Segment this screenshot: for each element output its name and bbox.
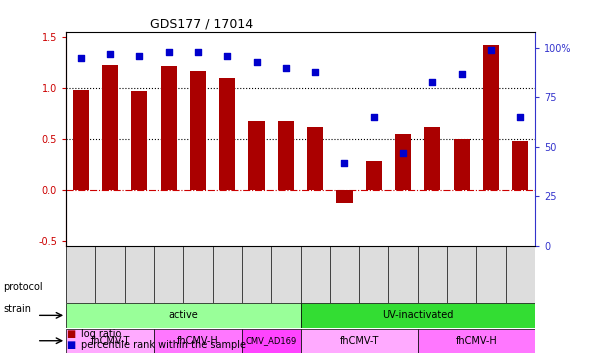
Bar bbox=[365, 161, 382, 190]
Bar bbox=[307, 127, 323, 190]
Point bbox=[340, 160, 349, 166]
Bar bbox=[190, 71, 206, 190]
FancyBboxPatch shape bbox=[154, 328, 242, 353]
Text: ■: ■ bbox=[66, 340, 75, 350]
Text: strain: strain bbox=[3, 304, 31, 314]
Point bbox=[369, 114, 379, 120]
Text: percentile rank within the sample: percentile rank within the sample bbox=[81, 340, 246, 350]
Text: fhCMV-T: fhCMV-T bbox=[90, 336, 130, 346]
Bar bbox=[424, 127, 441, 190]
Point bbox=[135, 53, 144, 59]
Point bbox=[252, 59, 261, 65]
Point bbox=[427, 79, 437, 85]
Point bbox=[281, 65, 291, 71]
Bar bbox=[337, 190, 353, 203]
Point bbox=[164, 49, 174, 55]
Point bbox=[486, 47, 496, 53]
Point bbox=[516, 114, 525, 120]
Bar bbox=[483, 45, 499, 190]
Bar bbox=[102, 65, 118, 190]
Bar bbox=[160, 66, 177, 190]
Text: fhCMV-H: fhCMV-H bbox=[456, 336, 497, 346]
Text: CMV_AD169: CMV_AD169 bbox=[246, 336, 297, 345]
Bar bbox=[248, 121, 264, 190]
Bar bbox=[131, 91, 147, 190]
Bar bbox=[73, 90, 89, 190]
FancyBboxPatch shape bbox=[300, 328, 418, 353]
Point bbox=[105, 51, 115, 57]
Text: active: active bbox=[168, 310, 198, 320]
Bar bbox=[395, 134, 411, 190]
Point bbox=[398, 150, 408, 156]
Text: ■: ■ bbox=[66, 329, 75, 339]
Point bbox=[222, 53, 232, 59]
Point bbox=[76, 55, 85, 61]
FancyBboxPatch shape bbox=[242, 328, 300, 353]
Point bbox=[310, 69, 320, 75]
Text: GDS177 / 17014: GDS177 / 17014 bbox=[150, 18, 254, 31]
Bar bbox=[219, 78, 236, 190]
FancyBboxPatch shape bbox=[300, 303, 535, 327]
Text: log ratio: log ratio bbox=[81, 329, 121, 339]
Bar bbox=[512, 141, 528, 190]
Point bbox=[193, 49, 203, 55]
Text: protocol: protocol bbox=[3, 282, 43, 292]
Bar bbox=[278, 121, 294, 190]
Bar bbox=[454, 139, 470, 190]
Text: fhCMV-T: fhCMV-T bbox=[340, 336, 379, 346]
FancyBboxPatch shape bbox=[66, 328, 154, 353]
Text: UV-inactivated: UV-inactivated bbox=[382, 310, 453, 320]
Point bbox=[457, 71, 466, 76]
FancyBboxPatch shape bbox=[66, 303, 300, 327]
FancyBboxPatch shape bbox=[418, 328, 535, 353]
Text: fhCMV-H: fhCMV-H bbox=[177, 336, 219, 346]
